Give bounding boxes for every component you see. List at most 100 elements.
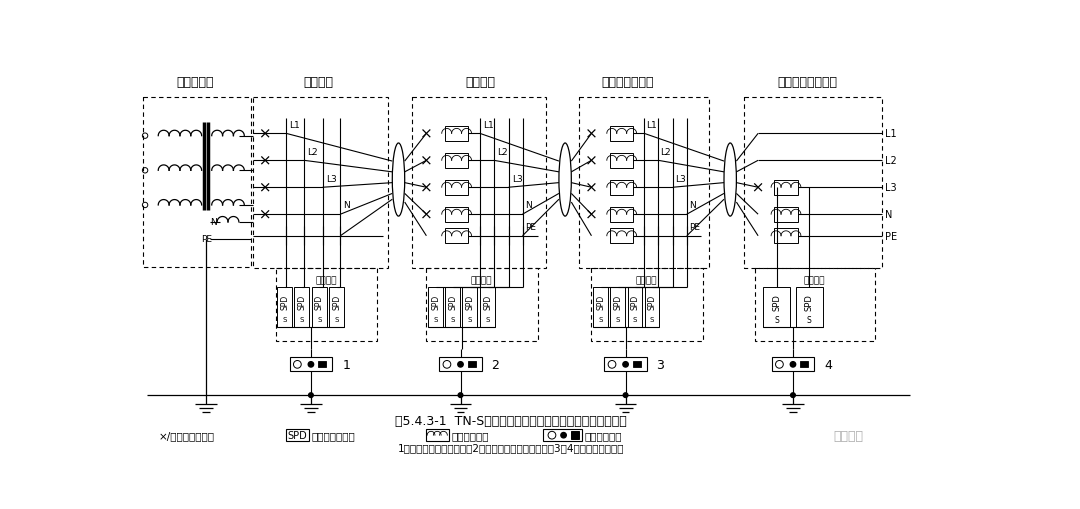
Bar bbox=[426, 269, 538, 342]
Circle shape bbox=[309, 393, 313, 398]
Circle shape bbox=[623, 393, 627, 398]
Bar bbox=[633, 361, 640, 367]
Text: L3: L3 bbox=[886, 183, 896, 193]
Text: L2: L2 bbox=[307, 147, 318, 156]
Text: S: S bbox=[650, 317, 654, 323]
Text: S: S bbox=[318, 317, 322, 323]
Text: L1: L1 bbox=[289, 120, 300, 129]
Text: L2: L2 bbox=[886, 156, 897, 166]
Text: 3: 3 bbox=[657, 358, 664, 371]
Text: SPD: SPD bbox=[805, 293, 813, 310]
Bar bbox=[579, 98, 708, 269]
Text: S: S bbox=[616, 317, 620, 323]
Bar bbox=[312, 288, 327, 328]
Ellipse shape bbox=[392, 144, 405, 217]
Circle shape bbox=[623, 362, 629, 367]
Circle shape bbox=[791, 362, 796, 367]
Text: S: S bbox=[433, 317, 437, 323]
Text: 总配电箱: 总配电箱 bbox=[302, 76, 333, 89]
Text: 设备机房配电箱: 设备机房配电箱 bbox=[602, 76, 654, 89]
Text: PE: PE bbox=[886, 231, 897, 241]
Bar bbox=[445, 180, 469, 195]
Bar bbox=[610, 126, 633, 142]
Text: 保护电器: 保护电器 bbox=[315, 276, 337, 285]
Text: L2: L2 bbox=[661, 147, 671, 156]
Bar bbox=[755, 269, 875, 342]
Text: 图5.4.3-1  TN-S系统的配电线路浪涌保护器安装位置示意图: 图5.4.3-1 TN-S系统的配电线路浪涌保护器安装位置示意图 bbox=[395, 414, 626, 427]
Text: SPD: SPD bbox=[315, 294, 324, 309]
Bar bbox=[276, 269, 377, 342]
Text: －浪涌保护器；: －浪涌保护器； bbox=[312, 430, 355, 440]
Text: SPD: SPD bbox=[613, 294, 622, 309]
Text: 2: 2 bbox=[491, 358, 499, 371]
Text: SPD: SPD bbox=[332, 294, 341, 309]
Bar bbox=[426, 429, 449, 441]
Text: S: S bbox=[633, 317, 637, 323]
Bar bbox=[772, 358, 814, 372]
Bar bbox=[481, 288, 495, 328]
Bar bbox=[286, 429, 309, 441]
Text: N: N bbox=[886, 210, 892, 220]
Text: －退耦器件；: －退耦器件； bbox=[451, 430, 488, 440]
Text: S: S bbox=[450, 317, 455, 323]
Text: L1: L1 bbox=[886, 129, 896, 139]
Text: SPD: SPD bbox=[448, 294, 457, 309]
Text: SPD: SPD bbox=[596, 294, 605, 309]
Text: 中国防雷: 中国防雷 bbox=[833, 429, 863, 442]
Circle shape bbox=[561, 433, 566, 438]
Bar bbox=[429, 288, 443, 328]
Bar bbox=[610, 153, 633, 168]
Text: SPD: SPD bbox=[465, 294, 474, 309]
Bar bbox=[610, 229, 633, 244]
Bar bbox=[445, 153, 469, 168]
Text: S: S bbox=[299, 317, 303, 323]
Bar bbox=[445, 229, 469, 244]
Bar bbox=[645, 288, 659, 328]
Text: S: S bbox=[282, 317, 287, 323]
Bar bbox=[774, 207, 798, 222]
Text: SPD: SPD bbox=[483, 294, 492, 309]
Text: 特殊重要电子设备: 特殊重要电子设备 bbox=[778, 76, 838, 89]
Bar bbox=[796, 288, 823, 328]
Text: S: S bbox=[774, 315, 779, 324]
Bar bbox=[413, 98, 545, 269]
Text: SPD: SPD bbox=[280, 294, 289, 309]
Circle shape bbox=[791, 393, 795, 398]
Bar bbox=[278, 288, 292, 328]
Text: L3: L3 bbox=[326, 174, 336, 183]
Text: 保护电器: 保护电器 bbox=[804, 276, 825, 285]
Bar bbox=[143, 98, 252, 267]
Text: 电源变压器: 电源变压器 bbox=[177, 76, 214, 89]
Text: L1: L1 bbox=[647, 120, 658, 129]
Text: SPD: SPD bbox=[631, 294, 639, 309]
Bar bbox=[774, 180, 798, 195]
Bar bbox=[543, 429, 582, 441]
Text: 保护电器: 保护电器 bbox=[636, 276, 658, 285]
Text: S: S bbox=[485, 317, 490, 323]
Bar bbox=[253, 98, 389, 269]
Bar bbox=[329, 288, 343, 328]
Text: 1: 1 bbox=[342, 358, 351, 371]
Text: S: S bbox=[598, 317, 603, 323]
Bar bbox=[571, 432, 579, 439]
Bar bbox=[440, 358, 482, 372]
Bar bbox=[744, 98, 882, 269]
Text: S: S bbox=[468, 317, 472, 323]
Bar bbox=[289, 358, 333, 372]
Circle shape bbox=[458, 362, 463, 367]
Bar bbox=[445, 288, 460, 328]
Bar bbox=[610, 207, 633, 222]
Bar bbox=[591, 269, 703, 342]
Circle shape bbox=[308, 362, 313, 367]
Bar bbox=[319, 361, 326, 367]
Ellipse shape bbox=[559, 144, 571, 217]
Bar bbox=[800, 361, 808, 367]
Text: L1: L1 bbox=[483, 120, 494, 129]
Text: 分配电箱: 分配电箱 bbox=[464, 76, 495, 89]
Bar bbox=[445, 126, 469, 142]
Text: ×/－空气断路器；: ×/－空气断路器； bbox=[159, 430, 214, 440]
Text: 4: 4 bbox=[824, 358, 832, 371]
Bar bbox=[462, 288, 477, 328]
Ellipse shape bbox=[724, 144, 737, 217]
Bar bbox=[445, 207, 469, 222]
